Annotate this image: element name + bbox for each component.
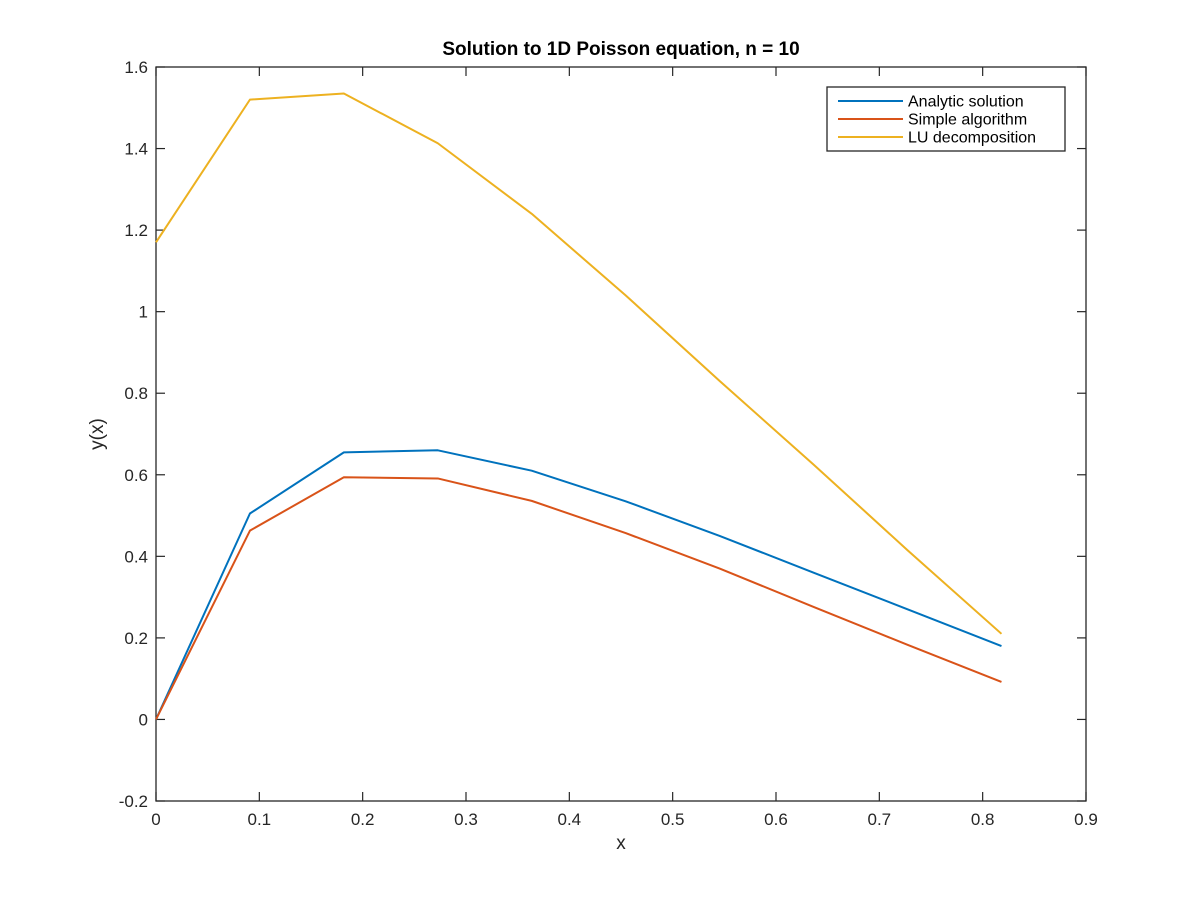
legend-entry-label: Simple algorithm [908, 112, 1027, 129]
chart-title: Solution to 1D Poisson equation, n = 10 [442, 39, 799, 60]
y-tick-label: 0.6 [124, 466, 148, 485]
series-line-simple-algorithm [155, 476, 1002, 720]
plot-area: 0 0.1 0.2 0.3 0.4 0.5 0.6 0.7 0.8 0.9-0.200.20.40… [119, 58, 1098, 829]
series-line-analytic-solution [155, 449, 1002, 720]
y-tick-label: 0 [139, 710, 148, 729]
series-layer [155, 92, 1003, 720]
x-tick-label: 0.1 [248, 810, 272, 829]
y-tick-label: 1.6 [124, 58, 148, 77]
x-tick-label: 0.3 [454, 810, 478, 829]
x-tick-label: 0.2 [351, 810, 375, 829]
y-tick-label: 0.8 [124, 384, 148, 403]
y-tick-label: 1.4 [124, 140, 148, 159]
x-tick-label: 0.4 [558, 810, 582, 829]
x-tick-label: 0.9 [1074, 810, 1098, 829]
y-axis-label: y(x) [87, 418, 108, 450]
x-axis-label: x [616, 833, 626, 854]
y-tick-label: 0.2 [124, 629, 148, 648]
x-tick-label: 0.7 [868, 810, 892, 829]
legend-entry-label: Analytic solution [908, 94, 1024, 111]
y-tick-label: 0.4 [124, 547, 148, 566]
legend-entry-label: LU decomposition [908, 130, 1036, 147]
x-tick-label: 0.5 [661, 810, 685, 829]
plot-frame [155, 66, 1087, 802]
x-tick-label: 0.6 [764, 810, 788, 829]
x-tick-label: 0 [151, 810, 160, 829]
x-tick-label: 0.8 [971, 810, 995, 829]
y-tick-label: -0.2 [119, 792, 148, 811]
series-line-lu-decomposition [155, 92, 1003, 635]
y-tick-label: 1.2 [124, 221, 148, 240]
y-tick-label: 1 [139, 303, 148, 322]
